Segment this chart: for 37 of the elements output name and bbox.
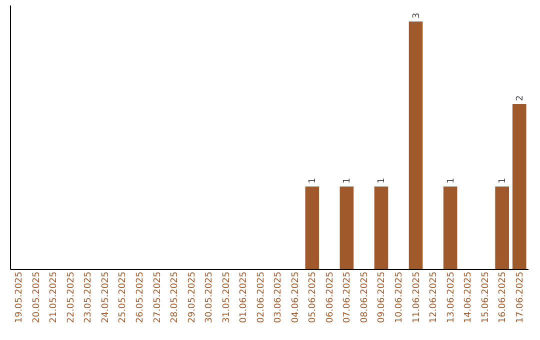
- data-label: 1: [308, 178, 318, 184]
- x-tick-label: 14.06.2025: [464, 272, 474, 324]
- data-label: 1: [377, 178, 388, 184]
- x-tick-label: 24.05.2025: [100, 272, 111, 324]
- x-tick-label: 13.06.2025: [446, 272, 456, 324]
- x-tick-label: 23.05.2025: [84, 272, 94, 324]
- x-tick-label: 25.05.2025: [118, 272, 128, 324]
- x-tick-label: 08.06.2025: [360, 272, 370, 324]
- data-label: 3: [412, 12, 422, 18]
- x-tick-label: 07.06.2025: [342, 272, 353, 324]
- x-tick-label: 12.06.2025: [429, 272, 440, 324]
- x-tick-label: 19.05.2025: [14, 272, 25, 324]
- x-tick-label: 15.06.2025: [480, 272, 491, 324]
- x-tick-label: 21.05.2025: [49, 272, 60, 324]
- x-tick-label: 29.05.2025: [187, 272, 198, 324]
- x-tick-label: 22.05.2025: [66, 272, 76, 324]
- x-tick-label: 26.05.2025: [136, 272, 146, 324]
- x-tick-label: 02.06.2025: [256, 272, 266, 324]
- x-tick-label: 10.06.2025: [394, 272, 404, 324]
- data-label: 2: [515, 95, 526, 101]
- data-label: 1: [446, 178, 456, 184]
- x-tick-label: 03.06.2025: [274, 272, 284, 324]
- x-tick-label: 04.06.2025: [290, 272, 301, 324]
- x-tick-label: 11.06.2025: [412, 272, 422, 324]
- x-tick-label: 27.05.2025: [152, 272, 163, 324]
- x-tick-label: 30.05.2025: [204, 272, 215, 324]
- x-tick-label: 28.05.2025: [170, 272, 180, 324]
- x-tick-label: 17.06.2025: [515, 272, 526, 324]
- data-label: 1: [498, 178, 508, 184]
- x-tick-label: 01.06.2025: [239, 272, 250, 324]
- x-tick-label: 31.05.2025: [222, 272, 232, 324]
- x-tick-label: 09.06.2025: [377, 272, 388, 324]
- data-label: 1: [342, 178, 353, 184]
- x-tick-label: 20.05.2025: [32, 272, 42, 324]
- x-tick-label: 05.06.2025: [308, 272, 318, 324]
- x-tick-label: 06.06.2025: [325, 272, 336, 324]
- x-tick-label: 16.06.2025: [498, 272, 508, 324]
